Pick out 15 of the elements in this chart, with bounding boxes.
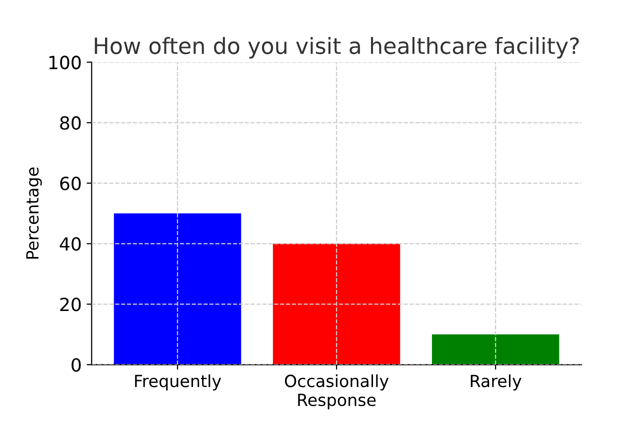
x-axis-title: Response (298, 394, 376, 410)
chart-title: How often do you visit a healthcare facility? (94, 36, 579, 58)
y-tick-label: 20 (60, 298, 81, 312)
x-tick-label: Frequently (135, 374, 222, 390)
y-tick-label: 100 (49, 56, 81, 70)
y-tick-label: 60 (60, 176, 81, 190)
y-tick-label: 80 (60, 116, 81, 130)
bar (272, 244, 400, 365)
y-tick-label: 40 (60, 237, 81, 251)
y-tick-label: 0 (72, 358, 81, 372)
x-tick-label: Rarely (470, 374, 522, 390)
bar (114, 213, 242, 365)
y-axis-title: Percentage (26, 167, 42, 259)
x-tick-label: Occasionally (284, 374, 389, 390)
bar (432, 334, 560, 365)
